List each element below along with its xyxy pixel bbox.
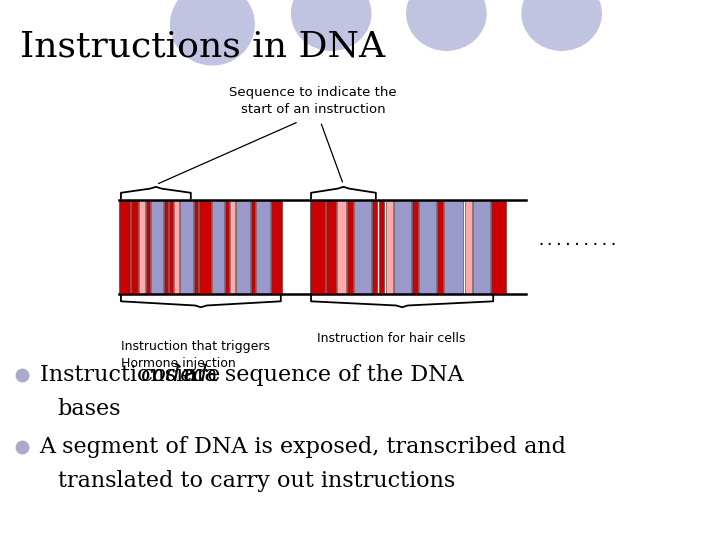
Text: translated to carry out instructions: translated to carry out instructions <box>58 470 455 491</box>
Bar <box>251 200 255 294</box>
Ellipse shape <box>292 0 371 50</box>
Bar <box>412 200 418 294</box>
Bar <box>119 200 130 294</box>
Ellipse shape <box>171 0 254 65</box>
Bar <box>236 200 250 294</box>
Bar <box>326 200 336 294</box>
Bar <box>491 200 506 294</box>
Text: in a sequence of the DNA: in a sequence of the DNA <box>169 364 464 386</box>
Text: Instruction for hair cells: Instruction for hair cells <box>317 332 465 345</box>
Bar <box>139 200 145 294</box>
Bar <box>394 200 410 294</box>
Text: Instructions in DNA: Instructions in DNA <box>20 30 385 64</box>
Ellipse shape <box>522 0 601 50</box>
Bar <box>354 200 371 294</box>
Bar <box>419 200 436 294</box>
Bar <box>379 200 384 294</box>
Bar <box>256 200 270 294</box>
Text: A segment of DNA is exposed, transcribed and: A segment of DNA is exposed, transcribed… <box>40 436 567 457</box>
Text: bases: bases <box>58 398 121 420</box>
Text: coded: coded <box>140 364 207 386</box>
Bar <box>212 200 224 294</box>
Bar <box>169 200 174 294</box>
Bar <box>181 200 192 294</box>
Text: Sequence to indicate the
start of an instruction: Sequence to indicate the start of an ins… <box>230 86 397 116</box>
Bar <box>473 200 490 294</box>
Bar <box>194 200 197 294</box>
Bar <box>437 200 443 294</box>
Text: Instruction that triggers
Hormone injection: Instruction that triggers Hormone inject… <box>121 340 270 370</box>
Bar <box>337 200 346 294</box>
Bar <box>146 200 150 294</box>
Bar <box>119 200 526 294</box>
Bar <box>310 200 325 294</box>
Bar <box>465 200 472 294</box>
Bar <box>164 200 168 294</box>
Bar <box>174 200 179 294</box>
Text: .........: ......... <box>536 233 618 248</box>
Bar <box>199 200 211 294</box>
Bar <box>372 200 377 294</box>
Bar <box>230 200 235 294</box>
Bar <box>131 200 138 294</box>
Ellipse shape <box>407 0 486 50</box>
Bar <box>444 200 464 294</box>
Bar <box>151 200 163 294</box>
Bar <box>271 200 282 294</box>
Text: Instructions are: Instructions are <box>40 364 227 386</box>
Bar <box>347 200 353 294</box>
Bar <box>225 200 229 294</box>
Bar <box>386 200 392 294</box>
